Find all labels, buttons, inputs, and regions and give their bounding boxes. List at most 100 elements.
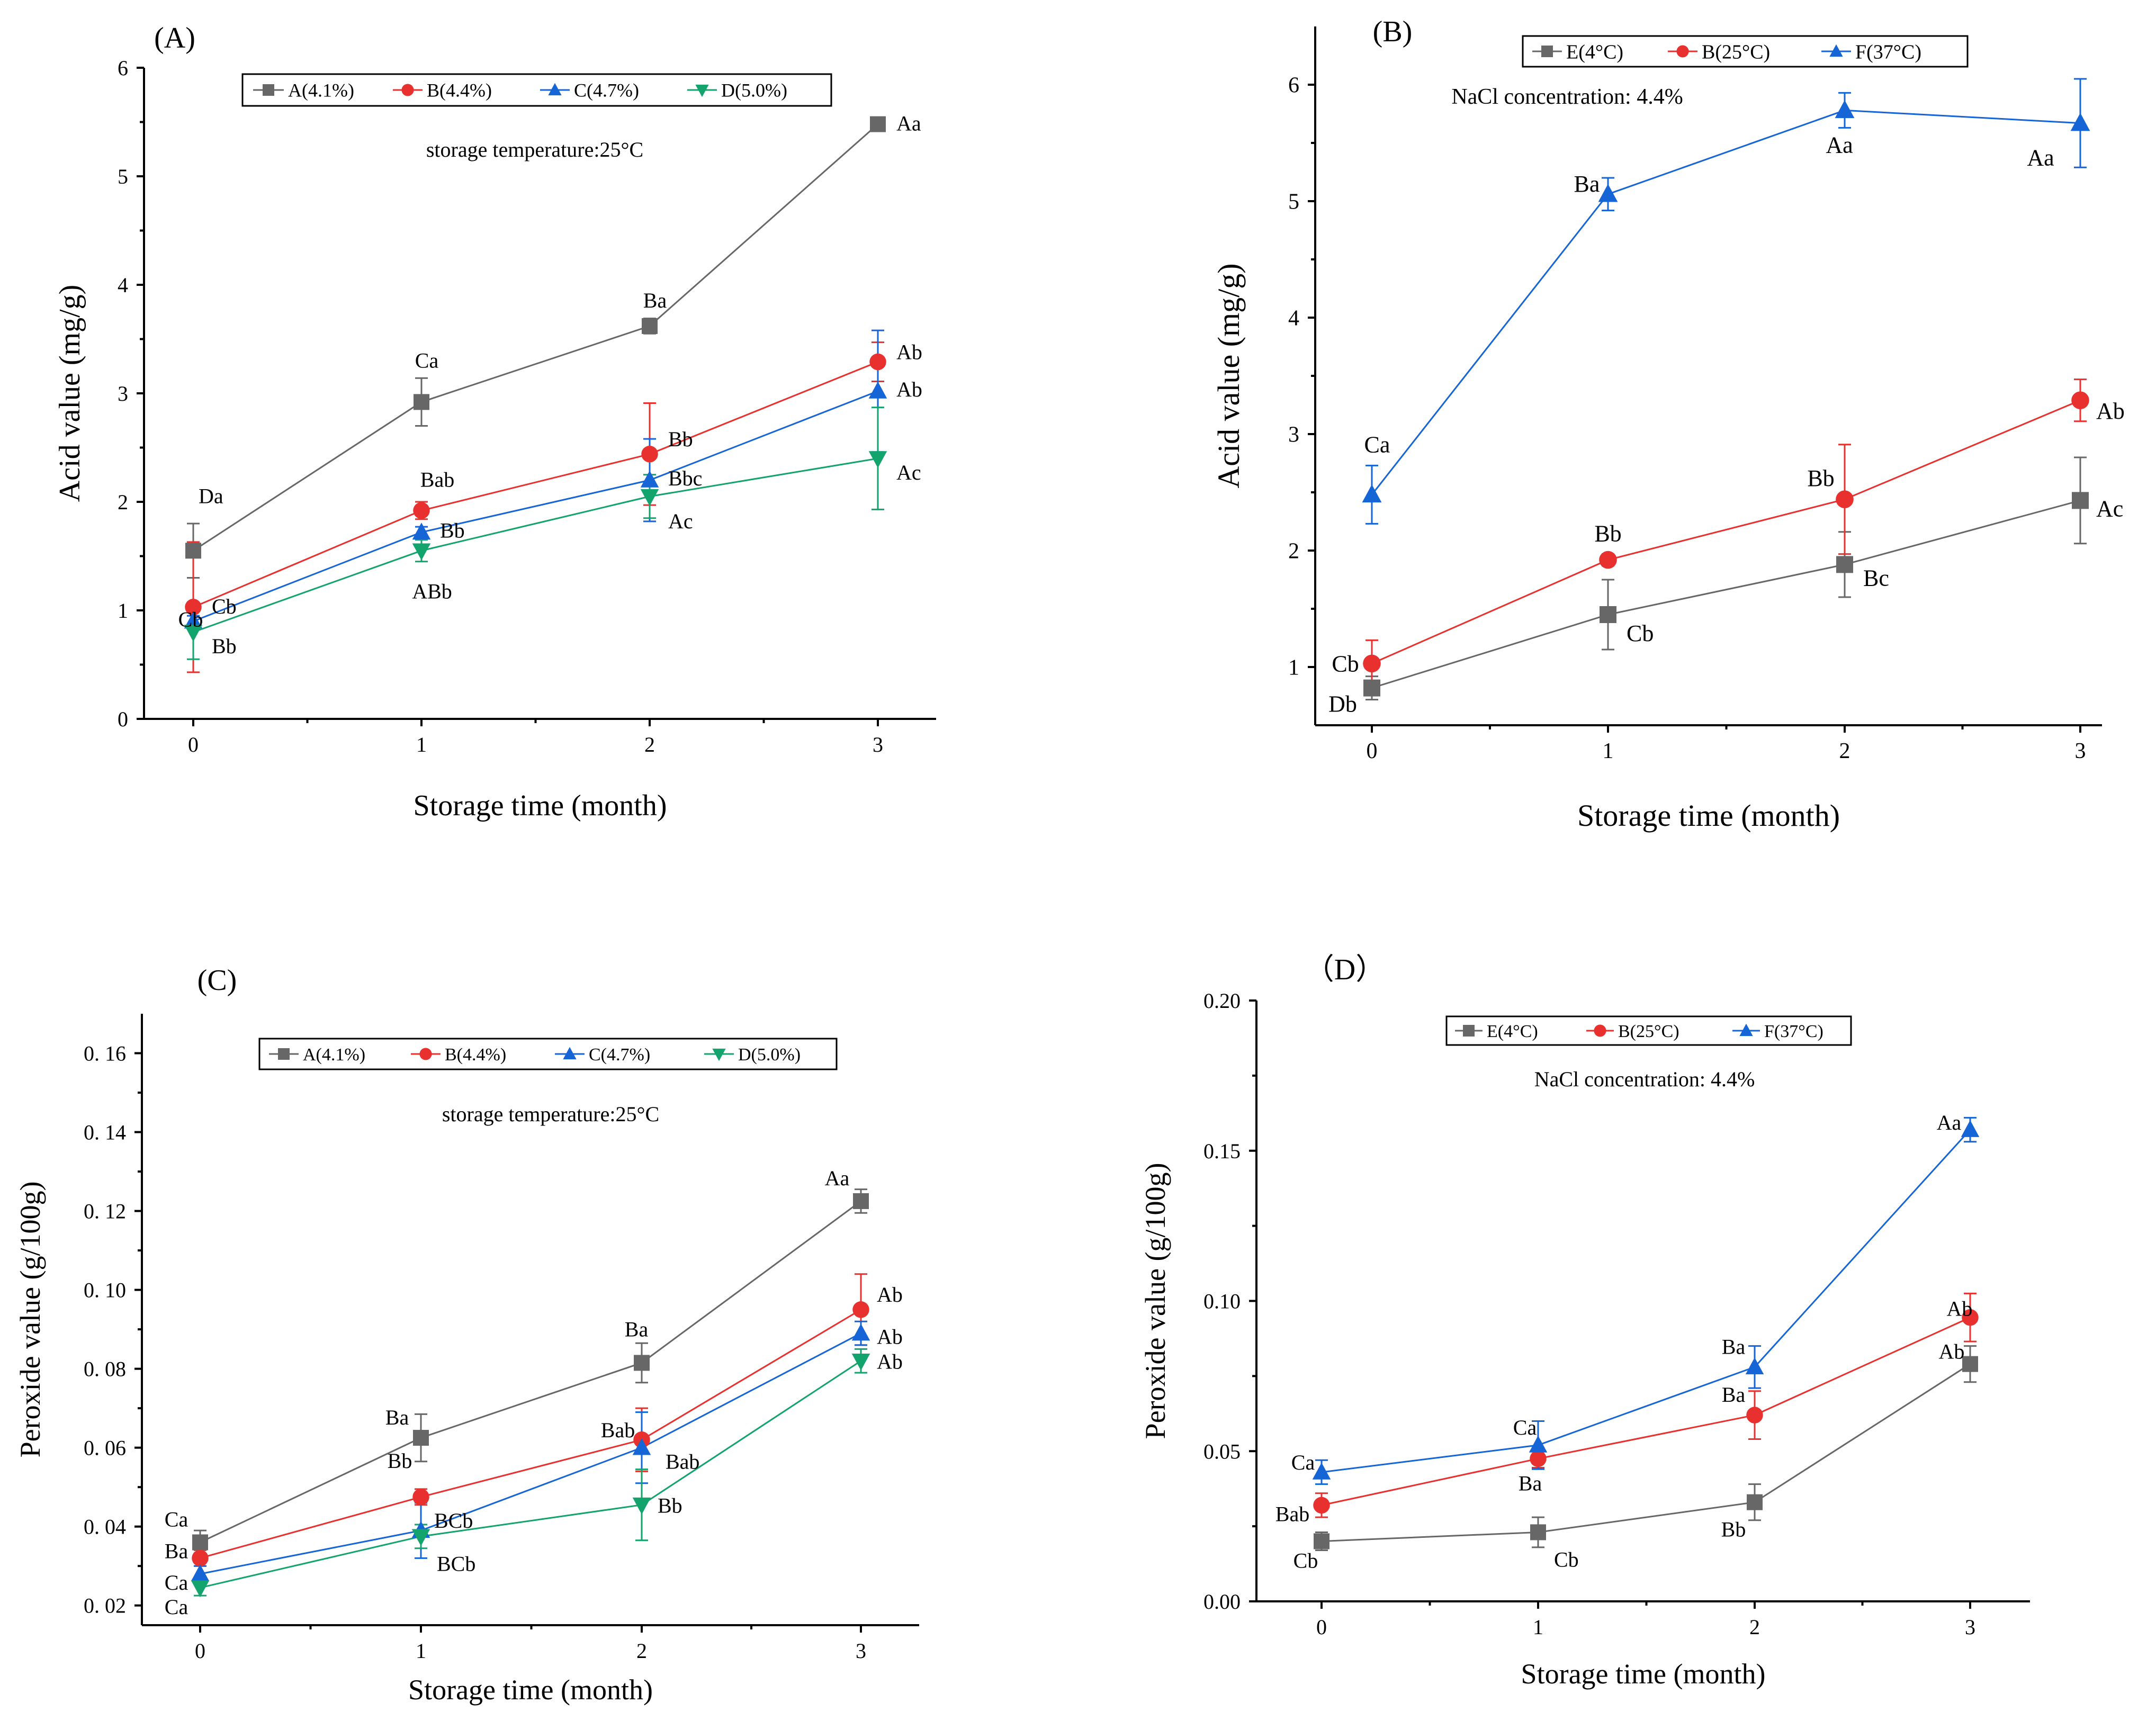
chart-panel-d: 0.00 0.05 0.10 0.15 0.20 0 1 2 3 Storage time (mo… (1139, 953, 2030, 1690)
x-tick-label: 0 (1316, 1615, 1327, 1639)
y-tick-label: 6 (1288, 74, 1299, 98)
data-label: Bab (666, 1450, 699, 1474)
data-point (192, 1534, 208, 1551)
x-tick-label: 0 (1367, 739, 1378, 763)
data-point (2072, 492, 2089, 509)
x-tick-label: 0 (188, 733, 199, 756)
data-label: Bc (1863, 565, 1889, 591)
data-label: Ab (877, 1350, 903, 1374)
series-line (193, 390, 878, 622)
x-tick-label: 0 (195, 1639, 205, 1663)
series-e (1315, 1345, 1977, 1552)
data-label: Ba (1722, 1335, 1746, 1358)
y-tick-label: 1 (118, 599, 128, 623)
series-line (193, 361, 878, 608)
data-label: ABb (412, 579, 452, 603)
y-tick-label: 3 (1288, 423, 1299, 447)
data-point (632, 1438, 651, 1455)
data-label: Bb (668, 427, 693, 451)
legend: A(4.1%) B(4.4%) C(4.7%) D(5.0%) (258, 1038, 838, 1070)
series-b (194, 1273, 867, 1567)
data-label: Bab (601, 1418, 635, 1442)
data-label: Aa (896, 112, 921, 136)
data-point (1313, 1497, 1330, 1514)
legend-marker (1594, 1024, 1606, 1037)
data-label: BCb (437, 1552, 475, 1575)
data-point (1745, 1357, 1764, 1375)
series-line (1371, 109, 2081, 495)
data-point (1836, 556, 1853, 573)
data-label: Ab (1939, 1340, 1965, 1364)
significance-letters-b: Bab Ba Ba Ab (1275, 1297, 1973, 1526)
chart-panel-c: 0. 02 0. 04 0. 06 0. 08 0. 10 0. 12 0. 14 0. 16… (14, 964, 919, 1706)
x-tick-label: 3 (873, 733, 883, 756)
legend-label: B(4.4%) (427, 80, 492, 101)
data-label: Ba (1722, 1383, 1746, 1407)
series-b (1366, 379, 2087, 688)
data-label: Ab (2096, 398, 2125, 424)
x-tick-label: 1 (416, 1639, 426, 1663)
legend-label: C(4.7%) (574, 80, 639, 101)
data-label: Ca (1291, 1450, 1315, 1474)
data-label: Bb (658, 1494, 682, 1518)
series-line (1321, 1363, 1971, 1542)
data-point (851, 1353, 870, 1371)
legend-label: B(4.4%) (445, 1045, 506, 1065)
series-line (193, 123, 878, 552)
data-point (412, 522, 431, 540)
data-label: Ba (165, 1539, 188, 1563)
data-point (1835, 100, 1855, 119)
data-point (1747, 1494, 1763, 1510)
series-markers-d (184, 451, 887, 642)
y-axis-title: Peroxide value (g/100g) (14, 1182, 46, 1458)
data-label: Db (1328, 691, 1357, 717)
data-point (641, 446, 658, 463)
data-label: Ba (643, 289, 667, 312)
chart-panel-b: 1 2 3 4 5 6 0 1 2 3 Storage time (month) Acid value… (1211, 15, 2125, 833)
series-c (194, 1320, 867, 1583)
y-tick-label: 0.15 (1203, 1139, 1241, 1163)
y-tick-label: 2 (118, 490, 128, 514)
data-point (1362, 484, 1382, 503)
legend-marker (712, 1048, 726, 1061)
data-point (852, 1301, 869, 1318)
legend-label: C(4.7%) (589, 1045, 650, 1065)
data-label: Bb (1594, 521, 1621, 547)
data-point (1529, 1435, 1548, 1453)
legend-marker (401, 84, 414, 96)
y-tick-label: 6 (118, 56, 128, 80)
data-label: Ab (877, 1283, 903, 1306)
legend-marker (1463, 1025, 1475, 1037)
legend-label: F(37°C) (1764, 1022, 1823, 1041)
legend-label: E(4°C) (1566, 41, 1623, 63)
significance-letters-d: Bb ABb Ac Ac (212, 461, 921, 658)
significance-letters-f: Ca Ca Ba Aa (1291, 1111, 1962, 1474)
y-tick-label: 0. 02 (84, 1594, 126, 1618)
data-label: Da (199, 484, 223, 508)
legend-marker (1829, 44, 1843, 57)
legend-box (241, 73, 832, 107)
series-markers-f (1312, 1120, 1980, 1480)
data-point (192, 1549, 209, 1567)
data-label: Bab (1275, 1502, 1309, 1526)
legend-box (1522, 35, 1969, 68)
series-d (187, 407, 884, 660)
y-tick-label: 0. 08 (84, 1357, 126, 1381)
y-tick-label: 2 (1288, 539, 1299, 564)
y-tick-label: 0.05 (1203, 1439, 1241, 1463)
data-point (1600, 606, 1616, 623)
legend-marker (563, 1047, 577, 1060)
series-markers-f (1362, 100, 2090, 503)
series-f (1366, 78, 2087, 525)
series-line (200, 1200, 861, 1543)
series-markers-e (1314, 1356, 1978, 1549)
y-tick-label: 5 (118, 165, 128, 188)
legend: A(4.1%) B(4.4%) C(4.7%) D(5.0%) (241, 73, 832, 107)
data-point (634, 1355, 650, 1371)
data-point (869, 353, 886, 371)
y-tick-label: 4 (1288, 307, 1299, 331)
x-tick-label: 1 (1533, 1615, 1543, 1639)
data-point (413, 1430, 429, 1446)
data-point (1530, 1450, 1547, 1467)
significance-letters-f: Ca Ba Aa Aa (1364, 132, 2054, 457)
